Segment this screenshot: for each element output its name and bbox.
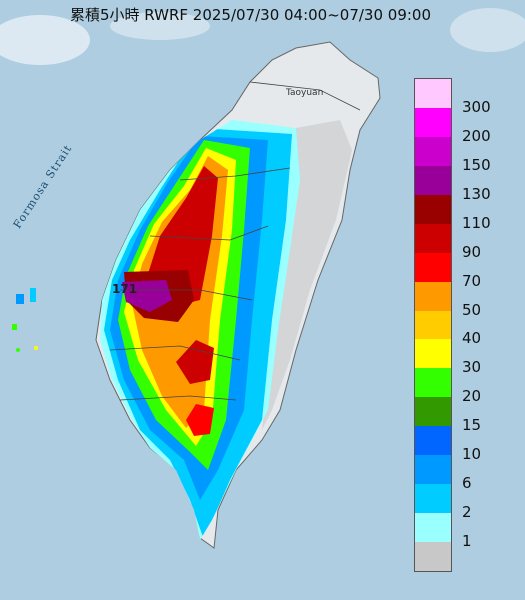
legend-swatch [415, 513, 451, 543]
legend-swatch [415, 368, 451, 398]
legend-tick-label: 10 [462, 445, 482, 464]
legend-tick-label: 200 [462, 126, 491, 145]
legend-swatch [415, 455, 451, 485]
island [34, 346, 38, 350]
legend-tick-label: 30 [462, 358, 482, 377]
legend-tick-label: 70 [462, 271, 482, 290]
legend-tick-label: 90 [462, 242, 482, 261]
legend-swatch [415, 165, 451, 196]
legend-swatch [415, 426, 451, 456]
legend-swatch [415, 136, 451, 167]
no-rain-area [262, 120, 352, 430]
legend-swatch [415, 223, 451, 254]
legend-tick-label: 15 [462, 416, 482, 435]
offshore-echo [16, 294, 24, 304]
map-title: 累積5小時 RWRF 2025/07/30 04:00~07/30 09:00 [70, 6, 432, 24]
legend-tick-label: 20 [462, 387, 482, 406]
legend-swatch [415, 252, 451, 283]
legend-swatch [415, 194, 451, 225]
legend-swatch [415, 339, 451, 369]
city-label: Taoyuan [286, 88, 324, 98]
peak-value-label: 171 [112, 282, 138, 296]
legend-tick-label: 2 [462, 503, 472, 522]
rain-band-130 [122, 280, 172, 312]
legend-tick-label: 6 [462, 474, 472, 493]
legend-tick-label: 130 [462, 184, 491, 203]
legend-tick-label: 40 [462, 329, 482, 348]
island [16, 348, 20, 352]
legend-tick-label: 150 [462, 155, 491, 174]
legend-swatch [415, 281, 451, 312]
county-boundaries [109, 81, 361, 401]
legend-swatch [415, 484, 451, 514]
color-legend [414, 78, 452, 572]
legend-swatch [415, 79, 451, 109]
cloud-area [450, 8, 525, 52]
legend-swatch [415, 107, 451, 138]
legend-swatch [415, 397, 451, 427]
rain-band-90 [176, 340, 214, 384]
legend-tick-label: 1 [462, 532, 472, 551]
legend-swatch [415, 542, 451, 572]
offshore-echo [12, 324, 17, 330]
legend-tick-label: 300 [462, 97, 491, 116]
cloud-area [110, 12, 210, 40]
legend-tick-label: 50 [462, 300, 482, 319]
legend-tick-label: 110 [462, 213, 491, 232]
cloud-area [0, 15, 90, 65]
rain-band-70 [186, 404, 214, 436]
offshore-echo [30, 288, 36, 302]
legend-swatch [415, 310, 451, 340]
